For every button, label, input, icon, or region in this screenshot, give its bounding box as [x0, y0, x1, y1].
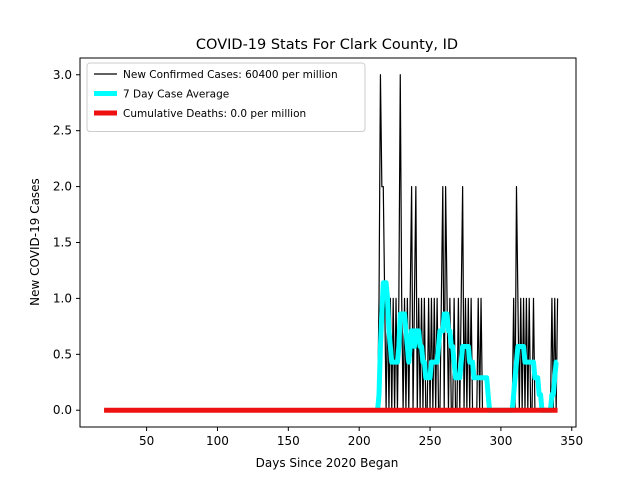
chart-title: COVID-19 Stats For Clark County, ID: [196, 37, 458, 53]
legend: New Confirmed Cases: 60400 per million 7 …: [86, 62, 366, 132]
legend-entry-1: 7 Day Case Average: [123, 89, 229, 101]
legend-entry-0: New Confirmed Cases: 60400 per million: [123, 69, 338, 81]
y-tick-label: 3.0: [53, 68, 72, 82]
x-tick-label: 200: [348, 434, 371, 448]
legend-entry-2: Cumulative Deaths: 0.0 per million: [123, 108, 306, 120]
y-tick-label: 1.5: [53, 236, 72, 250]
y-tick-label: 0.5: [53, 347, 72, 361]
legend-box: [86, 62, 366, 132]
axes: 50 100 150 200 250 300 350 0.0 0.5 1.0 1.5 2.0 2.5 3.…: [53, 57, 583, 448]
y-tick-label: 0.0: [53, 403, 72, 417]
y-tick-label: 1.0: [53, 291, 72, 305]
x-tick-label: 350: [560, 434, 583, 448]
y-tick-label: 2.5: [53, 124, 72, 138]
y-tick-label: 2.0: [53, 180, 72, 194]
x-tick-label: 150: [277, 434, 300, 448]
x-axis-title: Days Since 2020 Began: [256, 456, 399, 470]
plot-area: [104, 74, 559, 413]
series-line-1: [375, 280, 559, 413]
x-tick-label: 250: [419, 434, 442, 448]
y-axis-title: New COVID-19 Cases: [28, 178, 42, 306]
x-tick-label: 50: [139, 434, 154, 448]
x-tick-label: 300: [489, 434, 512, 448]
x-tick-label: 100: [206, 434, 229, 448]
